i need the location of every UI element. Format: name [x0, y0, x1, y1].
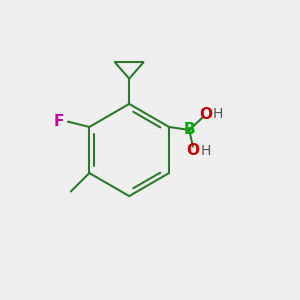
Text: H: H	[200, 144, 211, 158]
Text: H: H	[213, 106, 223, 121]
Text: F: F	[54, 114, 64, 129]
Text: O: O	[199, 107, 212, 122]
Text: B: B	[184, 122, 195, 137]
Text: O: O	[186, 142, 200, 158]
